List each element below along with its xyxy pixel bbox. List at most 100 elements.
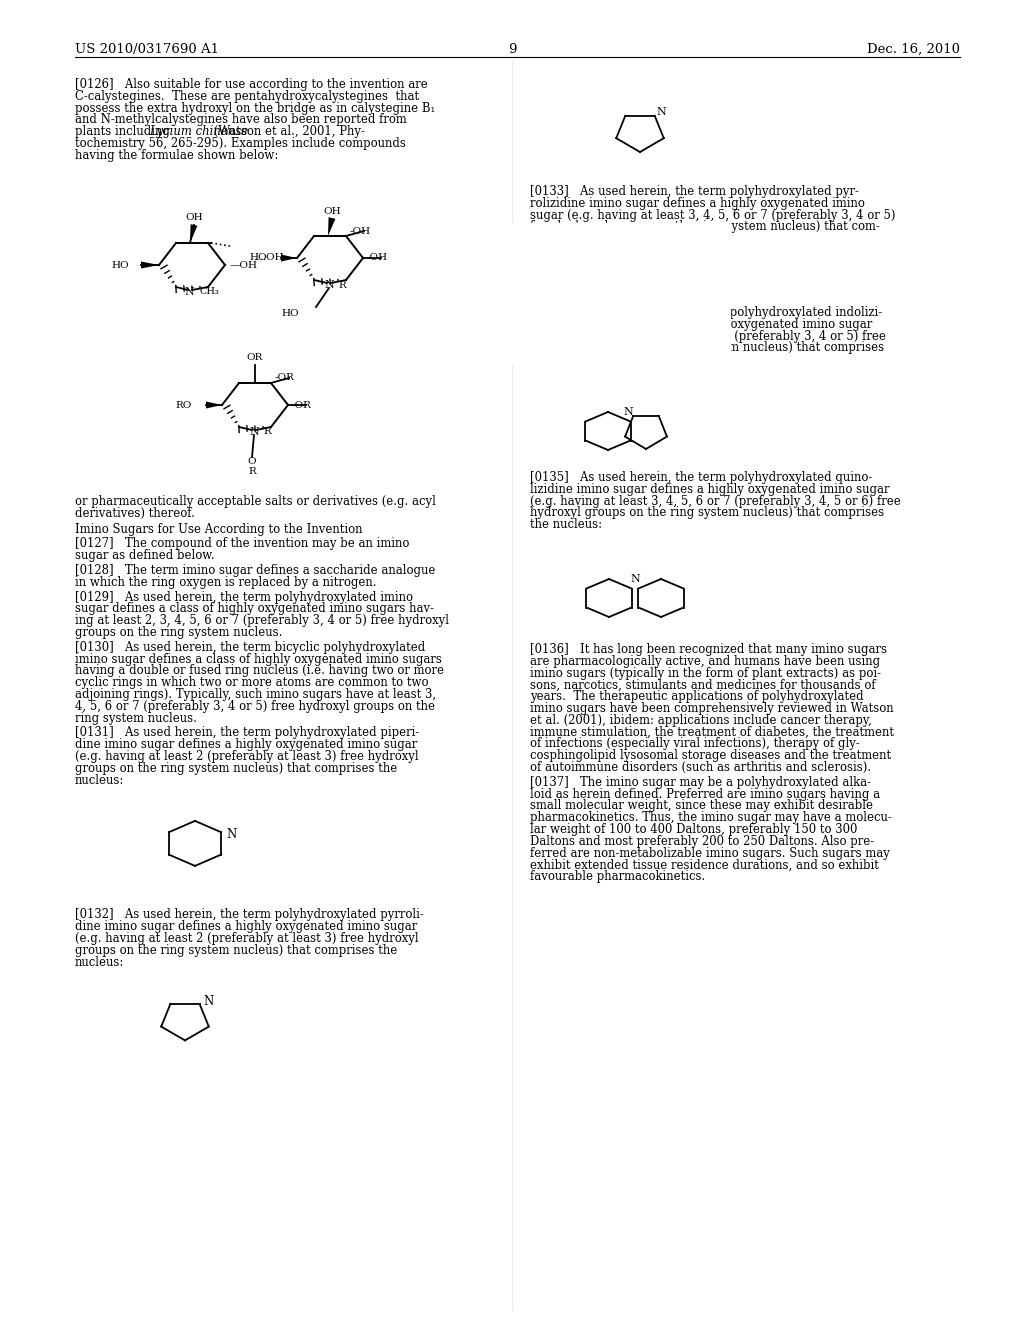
Text: sons, narcotics, stimulants and medicines for thousands of: sons, narcotics, stimulants and medicine… — [530, 678, 876, 692]
Text: (e.g. having at least 2 (preferably at least 3) free hydroxyl: (e.g. having at least 2 (preferably at l… — [75, 750, 419, 763]
Text: OR: OR — [247, 354, 263, 363]
Text: HO: HO — [250, 253, 267, 263]
Text: rolizidine imino sugar defines a highly oxygenated imino: rolizidine imino sugar defines a highly … — [530, 197, 865, 210]
Text: ing at least 2, 3, 4, 5, 6 or 7 (preferably 3, 4 or 5) free hydroxyl: ing at least 2, 3, 4, 5, 6 or 7 (prefera… — [75, 614, 449, 627]
Text: sugar defines a class of highly oxygenated imino sugars hav-: sugar defines a class of highly oxygenat… — [75, 602, 434, 615]
Text: N: N — [325, 280, 334, 290]
Text: dine imino sugar defines a highly oxygenated imino sugar: dine imino sugar defines a highly oxygen… — [530, 318, 872, 331]
Polygon shape — [328, 218, 336, 236]
Text: prises the nucleus:: prises the nucleus: — [530, 232, 642, 246]
Polygon shape — [281, 255, 297, 261]
Text: the nucleus:: the nucleus: — [530, 519, 602, 531]
Text: lizidine imino sugar defines a highly oxygenated imino sugar: lizidine imino sugar defines a highly ox… — [530, 483, 890, 496]
Polygon shape — [141, 261, 159, 268]
Text: [0134]   As used herein, the term polyhydroxylated indolizi-: [0134] As used herein, the term polyhydr… — [530, 306, 882, 319]
Text: cosphingolipid lysosomal storage diseases and the treatment: cosphingolipid lysosomal storage disease… — [530, 750, 891, 762]
Text: of infections (especially viral infections), therapy of gly-: of infections (especially viral infectio… — [530, 738, 860, 750]
Text: O: O — [248, 458, 256, 466]
Text: possess the extra hydroxyl on the bridge as in calystegine B₁: possess the extra hydroxyl on the bridge… — [75, 102, 435, 115]
Text: (e.g. having at least 2 (preferably at least 3) free hydroxyl: (e.g. having at least 2 (preferably at l… — [75, 932, 419, 945]
Text: groups on the ring system nucleus) that comprises the: groups on the ring system nucleus) that … — [75, 762, 397, 775]
Text: [0129]   As used herein, the term polyhydroxylated imino: [0129] As used herein, the term polyhydr… — [75, 590, 413, 603]
Text: RO: RO — [176, 400, 193, 409]
Text: ....OH: ....OH — [253, 252, 284, 261]
Text: are pharmacologically active, and humans have been using: are pharmacologically active, and humans… — [530, 655, 880, 668]
Text: having a double or fused ring nucleus (i.e. having two or more: having a double or fused ring nucleus (i… — [75, 664, 444, 677]
Text: plants including: plants including — [75, 125, 174, 139]
Text: —OH: —OH — [230, 260, 258, 269]
Text: in which the ring oxygen is replaced by a nitrogen.: in which the ring oxygen is replaced by … — [75, 576, 377, 589]
Text: exhibit extended tissue residence durations, and so exhibit: exhibit extended tissue residence durati… — [530, 858, 879, 871]
Text: -OR: -OR — [292, 400, 312, 409]
Text: [0132]   As used herein, the term polyhydroxylated pyrroli-: [0132] As used herein, the term polyhydr… — [75, 908, 424, 921]
Text: [0127]   The compound of the invention may be an imino: [0127] The compound of the invention may… — [75, 537, 410, 550]
Text: sugar as defined below.: sugar as defined below. — [75, 549, 215, 562]
Text: (e.g. having at least 3, 4, 5, 6 or 7 (preferably 3, 4, 5 or 6) free: (e.g. having at least 3, 4, 5, 6 or 7 (p… — [530, 495, 901, 508]
Text: small molecular weight, since these may exhibit desirable: small molecular weight, since these may … — [530, 800, 873, 812]
Text: dine imino sugar defines a highly oxygenated imino sugar: dine imino sugar defines a highly oxygen… — [75, 920, 417, 933]
Text: R: R — [338, 281, 346, 289]
Text: C-calystegines.  These are pentahydroxycalystegines  that: C-calystegines. These are pentahydroxyca… — [75, 90, 419, 103]
Text: N: N — [656, 107, 667, 116]
Text: N: N — [621, 276, 630, 286]
Text: ferred are non-metabolizable imino sugars. Such sugars may: ferred are non-metabolizable imino sugar… — [530, 846, 890, 859]
Text: groups on the ring system nucleus.: groups on the ring system nucleus. — [75, 626, 283, 639]
Text: N: N — [249, 426, 259, 437]
Text: N: N — [184, 286, 194, 297]
Text: OH: OH — [324, 206, 341, 215]
Text: N: N — [625, 238, 635, 247]
Text: adjoining rings). Typically, such imino sugars have at least 3,: adjoining rings). Typically, such imino … — [75, 688, 436, 701]
Text: years.  The therapeutic applications of polyhydroxylated: years. The therapeutic applications of p… — [530, 690, 863, 704]
Text: sugar (e.g. having at least 3, 4, 5, 6 or 7 (preferably 3, 4 or 5): sugar (e.g. having at least 3, 4, 5, 6 o… — [530, 209, 896, 222]
Text: imino sugar defines a class of highly oxygenated imino sugars: imino sugar defines a class of highly ox… — [75, 652, 442, 665]
Text: HO: HO — [112, 260, 129, 269]
Text: free hydroxyl groups on the ring system nucleus) that com-: free hydroxyl groups on the ring system … — [530, 220, 880, 234]
Text: loid as herein defined. Preferred are imino sugars having a: loid as herein defined. Preferred are im… — [530, 788, 880, 801]
Text: imino sugars (typically in the form of plant extracts) as poi-: imino sugars (typically in the form of p… — [530, 667, 881, 680]
Text: dine imino sugar defines a highly oxygenated imino sugar: dine imino sugar defines a highly oxygen… — [75, 738, 417, 751]
Text: [0128]   The term imino sugar defines a saccharide analogue: [0128] The term imino sugar defines a sa… — [75, 564, 435, 577]
Text: nucleus:: nucleus: — [75, 956, 124, 969]
Text: Dec. 16, 2010: Dec. 16, 2010 — [867, 44, 961, 55]
Text: Daltons and most preferably 200 to 250 Daltons. Also pre-: Daltons and most preferably 200 to 250 D… — [530, 834, 874, 847]
Text: CH₃: CH₃ — [200, 288, 220, 297]
Text: N: N — [624, 407, 633, 417]
Text: [0130]   As used herein, the term bicyclic polyhydroxylated: [0130] As used herein, the term bicyclic… — [75, 640, 425, 653]
Polygon shape — [190, 224, 198, 243]
Text: ring system nucleus.: ring system nucleus. — [75, 711, 197, 725]
Text: [0126]   Also suitable for use according to the invention are: [0126] Also suitable for use according t… — [75, 78, 428, 91]
Text: Lycium chinense: Lycium chinense — [150, 125, 249, 139]
Text: the nucleus:: the nucleus: — [530, 354, 602, 366]
Text: pharmacokinetics. Thus, the imino sugar may have a molecu-: pharmacokinetics. Thus, the imino sugar … — [530, 812, 892, 824]
Text: and N-methylcalystegines have also been reported from: and N-methylcalystegines have also been … — [75, 114, 407, 127]
Text: N: N — [226, 828, 237, 841]
Text: 4, 5, 6 or 7 (preferably 3, 4 or 5) free hydroxyl groups on the: 4, 5, 6 or 7 (preferably 3, 4 or 5) free… — [75, 700, 435, 713]
Text: cyclic rings in which two or more atoms are common to two: cyclic rings in which two or more atoms … — [75, 676, 428, 689]
Text: favourable pharmacokinetics.: favourable pharmacokinetics. — [530, 870, 706, 883]
Text: [0135]   As used herein, the term polyhydroxylated quino-: [0135] As used herein, the term polyhydr… — [530, 471, 872, 484]
Text: Imino Sugars for Use According to the Invention: Imino Sugars for Use According to the In… — [75, 523, 362, 536]
Text: (Watson et al., 2001, Phy-: (Watson et al., 2001, Phy- — [210, 125, 365, 139]
Text: et al. (2001), ibidem: applications include cancer therapy,: et al. (2001), ibidem: applications incl… — [530, 714, 871, 727]
Text: immune stimulation, the treatment of diabetes, the treatment: immune stimulation, the treatment of dia… — [530, 726, 894, 739]
Text: -OH: -OH — [350, 227, 371, 235]
Text: hydroxyl groups on the ring system nucleus) that comprises: hydroxyl groups on the ring system nucle… — [530, 507, 884, 519]
Text: [0137]   The imino sugar may be a polyhydroxylated alka-: [0137] The imino sugar may be a polyhydr… — [530, 776, 871, 789]
Text: imino sugars have been comprehensively reviewed in Watson: imino sugars have been comprehensively r… — [530, 702, 894, 715]
Text: tochemistry 56, 265-295). Examples include compounds: tochemistry 56, 265-295). Examples inclu… — [75, 137, 406, 150]
Text: lar weight of 100 to 400 Daltons, preferably 150 to 300: lar weight of 100 to 400 Daltons, prefer… — [530, 822, 857, 836]
Text: US 2010/0317690 A1: US 2010/0317690 A1 — [75, 44, 219, 55]
Text: R: R — [248, 466, 256, 475]
Text: groups on the ring system nucleus) that comprises the: groups on the ring system nucleus) that … — [75, 944, 397, 957]
Text: [0131]   As used herein, the term polyhydroxylated piperi-: [0131] As used herein, the term polyhydr… — [75, 726, 419, 739]
Text: -OH: -OH — [367, 253, 388, 263]
Text: OH: OH — [185, 214, 203, 223]
Text: [0136]   It has long been recognized that many imino sugars: [0136] It has long been recognized that … — [530, 643, 887, 656]
Polygon shape — [510, 223, 730, 363]
Text: N: N — [630, 574, 640, 583]
Text: hydroxyl groups on the ring system nucleus) that comprises: hydroxyl groups on the ring system nucle… — [530, 342, 884, 354]
Text: [0133]   As used herein, the term polyhydroxylated pyr-: [0133] As used herein, the term polyhydr… — [530, 185, 859, 198]
Text: or pharmaceutically acceptable salts or derivatives (e.g. acyl: or pharmaceutically acceptable salts or … — [75, 495, 436, 508]
Text: 9: 9 — [508, 44, 516, 55]
Text: (e.g. having at least 3, 4, 5, 6 or 7 (preferably 3, 4 or 5) free: (e.g. having at least 3, 4, 5, 6 or 7 (p… — [530, 330, 886, 343]
